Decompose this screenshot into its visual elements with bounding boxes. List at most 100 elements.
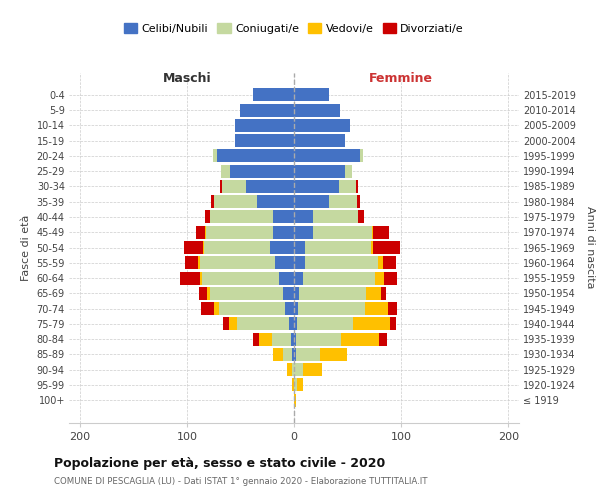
Bar [279, 272, 294, 284]
Bar [259, 332, 271, 345]
Bar [305, 256, 377, 269]
Bar [294, 332, 296, 345]
Bar [214, 195, 257, 208]
Bar [230, 164, 294, 177]
Bar [294, 348, 296, 361]
Bar [302, 272, 376, 284]
Bar [294, 195, 329, 208]
Bar [339, 180, 356, 193]
Bar [212, 150, 217, 162]
Bar [294, 226, 313, 238]
Bar [207, 287, 211, 300]
Bar [294, 378, 297, 392]
Bar [381, 287, 386, 300]
Bar [199, 287, 207, 300]
Bar [219, 302, 286, 315]
Bar [205, 226, 206, 238]
Bar [297, 318, 353, 330]
Bar [361, 150, 362, 162]
Bar [294, 180, 339, 193]
Bar [294, 164, 346, 177]
Bar [292, 378, 294, 392]
Bar [201, 302, 214, 315]
Bar [214, 302, 219, 315]
Text: COMUNE DI PESCAGLIA (LU) - Dati ISTAT 1° gennaio 2020 - Elaborazione TUTTITALIA.: COMUNE DI PESCAGLIA (LU) - Dati ISTAT 1°… [54, 478, 427, 486]
Y-axis label: Anni di nascita: Anni di nascita [586, 206, 595, 289]
Bar [373, 241, 400, 254]
Bar [296, 348, 320, 361]
Bar [329, 195, 357, 208]
Bar [299, 287, 366, 300]
Bar [302, 363, 322, 376]
Bar [200, 272, 202, 284]
Bar [257, 195, 294, 208]
Bar [253, 332, 259, 345]
Bar [366, 287, 381, 300]
Bar [388, 302, 397, 315]
Bar [294, 394, 296, 406]
Bar [371, 241, 373, 254]
Bar [211, 210, 272, 224]
Bar [271, 241, 294, 254]
Bar [246, 180, 294, 193]
Bar [272, 348, 283, 361]
Bar [320, 348, 347, 361]
Bar [365, 302, 388, 315]
Y-axis label: Fasce di età: Fasce di età [21, 214, 31, 280]
Bar [200, 256, 275, 269]
Text: Popolazione per età, sesso e stato civile - 2020: Popolazione per età, sesso e stato civil… [54, 458, 385, 470]
Bar [223, 318, 229, 330]
Bar [383, 256, 396, 269]
Bar [296, 332, 341, 345]
Legend: Celibi/Nubili, Coniugati/e, Vedovi/e, Divorziati/e: Celibi/Nubili, Coniugati/e, Vedovi/e, Di… [119, 18, 469, 38]
Bar [229, 318, 237, 330]
Bar [294, 134, 346, 147]
Bar [294, 104, 340, 117]
Bar [287, 363, 292, 376]
Bar [235, 119, 294, 132]
Bar [294, 256, 305, 269]
Bar [357, 195, 361, 208]
Bar [298, 302, 365, 315]
Bar [294, 287, 299, 300]
Text: Femmine: Femmine [369, 72, 433, 85]
Bar [358, 210, 364, 224]
Bar [283, 348, 292, 361]
Bar [221, 164, 230, 177]
Bar [294, 302, 298, 315]
Bar [271, 332, 291, 345]
Bar [272, 226, 294, 238]
Bar [217, 150, 294, 162]
Bar [292, 363, 294, 376]
Bar [272, 210, 294, 224]
Bar [294, 150, 361, 162]
Bar [291, 332, 294, 345]
Bar [211, 287, 283, 300]
Bar [379, 332, 387, 345]
Bar [305, 241, 371, 254]
Bar [294, 210, 313, 224]
Bar [313, 226, 372, 238]
Bar [289, 318, 294, 330]
Bar [205, 210, 211, 224]
Bar [206, 226, 272, 238]
Bar [376, 272, 384, 284]
Bar [275, 256, 294, 269]
Bar [346, 164, 352, 177]
Bar [294, 241, 305, 254]
Bar [237, 318, 289, 330]
Bar [181, 272, 200, 284]
Bar [377, 256, 383, 269]
Bar [204, 241, 271, 254]
Bar [294, 88, 329, 102]
Bar [292, 348, 294, 361]
Bar [211, 195, 214, 208]
Bar [294, 119, 350, 132]
Bar [294, 272, 302, 284]
Bar [253, 88, 294, 102]
Bar [373, 226, 389, 238]
Bar [220, 180, 222, 193]
Bar [297, 378, 302, 392]
Bar [203, 241, 204, 254]
Bar [372, 226, 373, 238]
